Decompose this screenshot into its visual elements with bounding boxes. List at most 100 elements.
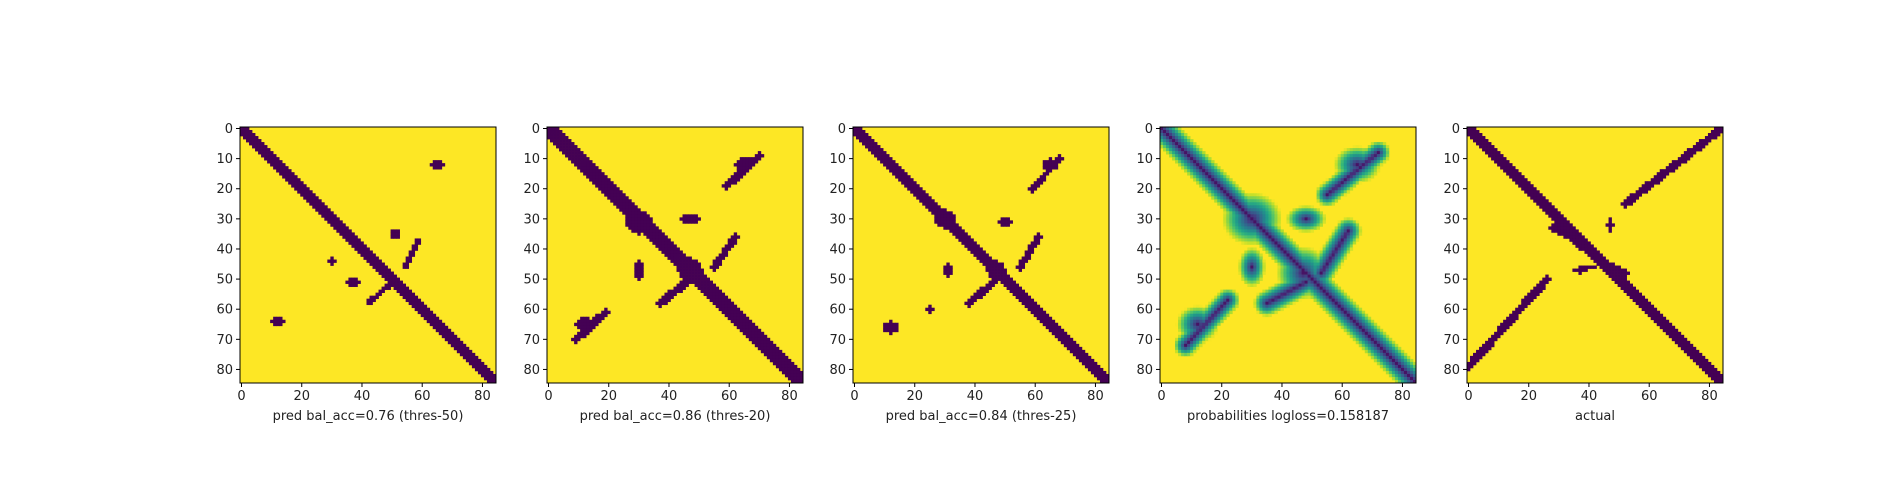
- heatmap-cell: [357, 244, 361, 248]
- heatmap-cell: [718, 253, 723, 257]
- heatmap-cell: [1232, 211, 1236, 215]
- heatmap-cell: [1497, 331, 1501, 336]
- heatmap-cell: [703, 283, 707, 287]
- y-tick-label: 0: [1145, 122, 1153, 137]
- heatmap-cell: [1286, 256, 1290, 260]
- x-tick-label: 20: [1213, 389, 1230, 404]
- heatmap-cell: [1355, 181, 1360, 185]
- heatmap-cell: [895, 175, 899, 179]
- heatmap-cell: [1313, 280, 1317, 284]
- heatmap-cell: [1178, 145, 1182, 149]
- heatmap-cell: [1196, 331, 1200, 336]
- heatmap-cell: [1704, 358, 1709, 363]
- heatmap-cell: [748, 166, 753, 170]
- heatmap-cell: [1319, 214, 1323, 218]
- heatmap-cell: [1361, 151, 1366, 155]
- heatmap-cell: [1048, 322, 1053, 327]
- heatmap-cell: [1467, 364, 1471, 369]
- heatmap-cell: [784, 367, 789, 372]
- heatmap-cell: [1334, 184, 1339, 188]
- heatmap-cell: [432, 319, 437, 324]
- heatmap-cell: [991, 283, 995, 287]
- heatmap-cell: [1373, 166, 1378, 170]
- heatmap-cell: [607, 187, 611, 191]
- heatmap-cell: [1223, 208, 1227, 212]
- heatmap-cell: [931, 307, 935, 312]
- y-tick-label: 30: [829, 212, 846, 227]
- heatmap-cell: [583, 331, 587, 336]
- heatmap-cell: [592, 319, 596, 324]
- heatmap-cell: [1313, 298, 1317, 303]
- heatmap-cell: [562, 133, 566, 137]
- heatmap-cell: [330, 211, 334, 215]
- heatmap-cell: [1253, 298, 1257, 303]
- heatmap-cell: [336, 217, 340, 221]
- heatmap-cell: [1614, 268, 1618, 272]
- heatmap-cell: [682, 256, 686, 260]
- heatmap-cell: [1611, 223, 1615, 227]
- heatmap-cell: [1268, 247, 1272, 251]
- heatmap-cell: [1193, 310, 1197, 315]
- heatmap-cell: [1289, 262, 1293, 266]
- heatmap-cell: [279, 322, 283, 327]
- heatmap-cell: [486, 367, 491, 372]
- heatmap-cell: [745, 169, 750, 173]
- heatmap-cell: [976, 247, 980, 251]
- heatmap-cell: [877, 145, 881, 149]
- heatmap-cell: [1217, 202, 1221, 206]
- heatmap-cell: [432, 313, 437, 318]
- heatmap-cell: [276, 157, 280, 161]
- heatmap-cell: [1259, 307, 1263, 312]
- heatmap-cell: [1692, 358, 1697, 363]
- heatmap-cell: [441, 331, 446, 336]
- heatmap-cell: [1328, 253, 1333, 257]
- heatmap-cell: [673, 286, 677, 290]
- heatmap-cell: [1307, 271, 1311, 275]
- heatmap-cell: [1178, 349, 1182, 354]
- heatmap-cell: [1060, 157, 1065, 161]
- heatmap-cell: [1620, 286, 1624, 290]
- heatmap-cell: [1226, 175, 1230, 179]
- heatmap-cell: [979, 292, 983, 297]
- heatmap-cell: [1030, 184, 1035, 188]
- heatmap-cell: [1244, 241, 1248, 245]
- heatmap-cell: [643, 229, 647, 233]
- heatmap-cell: [1313, 286, 1317, 290]
- heatmap-cell: [294, 181, 298, 185]
- heatmap-cell: [889, 325, 893, 330]
- heatmap-cell: [1214, 322, 1218, 327]
- heatmap-cell: [1277, 271, 1281, 275]
- axes-frame: [1159, 126, 1417, 384]
- heatmap-cell: [1024, 250, 1029, 254]
- heatmap-cell: [1066, 340, 1071, 345]
- heatmap-cell: [471, 352, 476, 357]
- heatmap-cell: [685, 256, 689, 260]
- heatmap-cell: [1689, 355, 1694, 360]
- heatmap-cell: [1340, 223, 1345, 227]
- heatmap-cell: [1316, 274, 1320, 278]
- heatmap-cell: [1217, 199, 1221, 203]
- heatmap-cell: [1406, 361, 1411, 366]
- heatmap-cell: [1355, 322, 1360, 327]
- heatmap-cell: [1184, 325, 1188, 330]
- heatmap-cell: [1226, 202, 1230, 206]
- heatmap-cell: [658, 247, 662, 251]
- heatmap-cell: [1259, 241, 1263, 245]
- heatmap-cell: [1716, 133, 1721, 137]
- heatmap-cell: [1343, 319, 1348, 324]
- heatmap-cell: [1355, 226, 1360, 230]
- heatmap-cell: [565, 142, 569, 146]
- heatmap-cell: [1352, 307, 1357, 312]
- heatmap-cell: [1193, 334, 1197, 339]
- heatmap-cell: [441, 325, 446, 330]
- heatmap-cell: [1527, 181, 1531, 185]
- heatmap-cell: [1193, 304, 1197, 309]
- heatmap-cell: [1382, 361, 1387, 366]
- heatmap-cell: [1090, 364, 1095, 369]
- heatmap-cell: [1491, 154, 1495, 158]
- heatmap-cell: [1205, 325, 1209, 330]
- heatmap-cell: [598, 175, 602, 179]
- heatmap-cell: [1289, 253, 1293, 257]
- heatmap-cell: [1166, 151, 1170, 155]
- heatmap-cell: [1208, 166, 1212, 170]
